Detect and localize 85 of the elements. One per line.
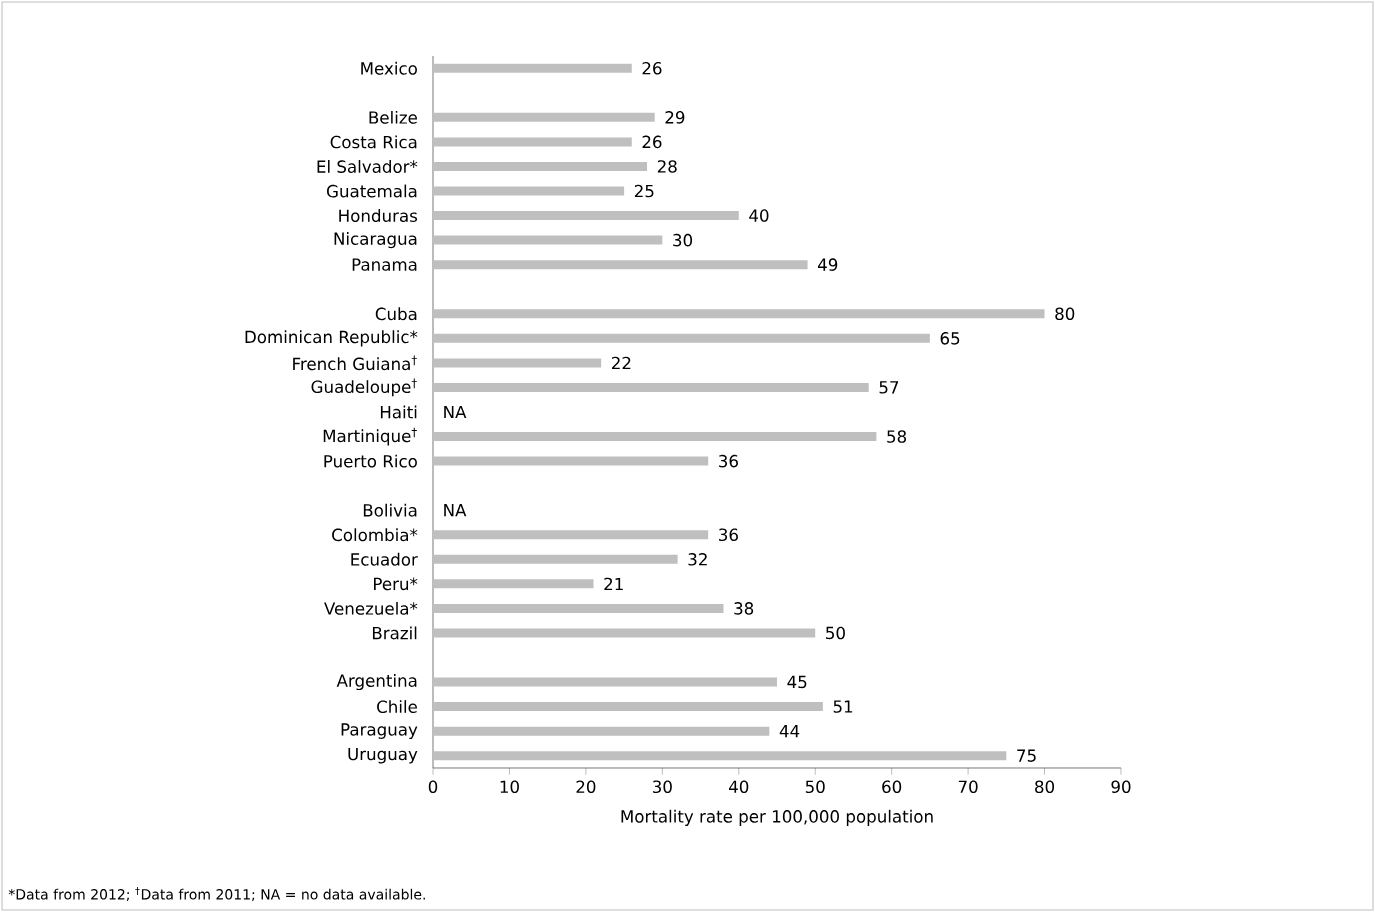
y-tick-label: Nicaragua (334, 232, 417, 249)
bar (433, 456, 709, 466)
data-label: 25 (634, 184, 654, 198)
y-tick-label: Belize (369, 110, 417, 124)
x-tick-label: 80 (1035, 780, 1055, 794)
y-tick-label: Haiti (380, 405, 417, 419)
data-label: 65 (940, 332, 960, 345)
data-label: 49 (817, 258, 838, 271)
text: *Data from 2012; $^{†}$Data from 2011; NA = no data available. (8, 886, 425, 902)
y-tick-label: Guatemala (327, 184, 417, 198)
y-tick-label: Honduras (339, 209, 418, 223)
y-tick-label: Panama (352, 258, 417, 271)
bar (433, 628, 816, 638)
y-tick-label: Dominican Republic* (245, 330, 418, 347)
bar (433, 554, 678, 564)
text: NA (444, 504, 467, 517)
x-tick-label: 60 (882, 780, 902, 794)
bar (433, 211, 739, 221)
data-label: 44 (779, 725, 800, 738)
x-tick-label: 70 (958, 780, 978, 794)
bar (433, 112, 655, 122)
bar (433, 677, 777, 687)
bar (433, 751, 1007, 761)
y-tick-label: Colombia* (332, 528, 418, 542)
bar (433, 702, 823, 712)
data-label: 21 (604, 577, 623, 591)
y-tick-label: Puerto Rico (324, 454, 417, 468)
y-tick-label: El Salvador* (317, 160, 418, 173)
x-tick-label: 0 (428, 780, 438, 794)
bar (433, 161, 648, 171)
y-tick-label: French Guiana$^{†}$ (293, 355, 417, 371)
data-label: 29 (665, 111, 685, 124)
y-tick-label: Bolivia (363, 503, 417, 517)
bar (433, 137, 632, 147)
bar (433, 432, 877, 442)
y-tick-label: Brazil (372, 626, 417, 640)
x-tick-label: 20 (576, 780, 596, 794)
data-label: 58 (887, 430, 907, 443)
bar (433, 309, 1045, 319)
y-tick-label: Martinique$^{†}$ (323, 427, 417, 446)
bar (433, 726, 770, 736)
y-tick-label: Costa Rica (330, 135, 417, 149)
data-label: 40 (749, 209, 769, 222)
y-tick-label: Argentina (336, 673, 417, 691)
data-label: 80 (1055, 307, 1075, 321)
data-label: 26 (642, 135, 662, 149)
y-tick-label: Mexico (361, 61, 417, 75)
data-label: 57 (879, 381, 899, 394)
y-tick-label: Uruguay (348, 747, 418, 764)
bar (433, 63, 632, 73)
data-label: 36 (719, 454, 738, 468)
data-label: 51 (833, 700, 853, 713)
y-tick-label: Venezuela* (324, 601, 418, 615)
y-tick-label: Cuba (375, 307, 417, 321)
data-label: 75 (1017, 749, 1036, 762)
x-axis-title: Mortality rate per 100,000 population (621, 809, 933, 826)
bar (433, 358, 602, 368)
data-label: 30 (673, 233, 693, 247)
y-tick-label: Paraguay (341, 723, 418, 739)
data-label: 45 (787, 675, 807, 689)
bar (433, 579, 594, 589)
bar (433, 333, 930, 343)
data-label: 32 (688, 552, 707, 566)
data-label: 38 (734, 602, 754, 615)
bar (433, 603, 724, 613)
x-tick-label: 30 (653, 780, 672, 794)
x-tick-label: 10 (500, 780, 519, 794)
bar (433, 382, 869, 392)
data-label: 26 (642, 61, 662, 75)
data-label: 22 (611, 356, 631, 370)
text: NA (444, 405, 467, 419)
bar (433, 530, 709, 540)
bar (433, 260, 808, 270)
y-tick-label: Ecuador (351, 552, 418, 566)
x-tick-label: 90 (1111, 780, 1131, 794)
bar (433, 235, 663, 245)
y-tick-label: Guadeloupe$^{†}$ (311, 378, 417, 397)
data-label: 50 (826, 626, 845, 640)
data-label: 36 (719, 528, 738, 542)
data-label: 28 (657, 160, 677, 173)
x-tick-label: 50 (805, 780, 825, 794)
x-tick-label: 40 (728, 780, 749, 794)
y-tick-label: Peru* (374, 577, 418, 591)
bar (433, 186, 625, 196)
y-tick-label: Chile (377, 700, 417, 714)
